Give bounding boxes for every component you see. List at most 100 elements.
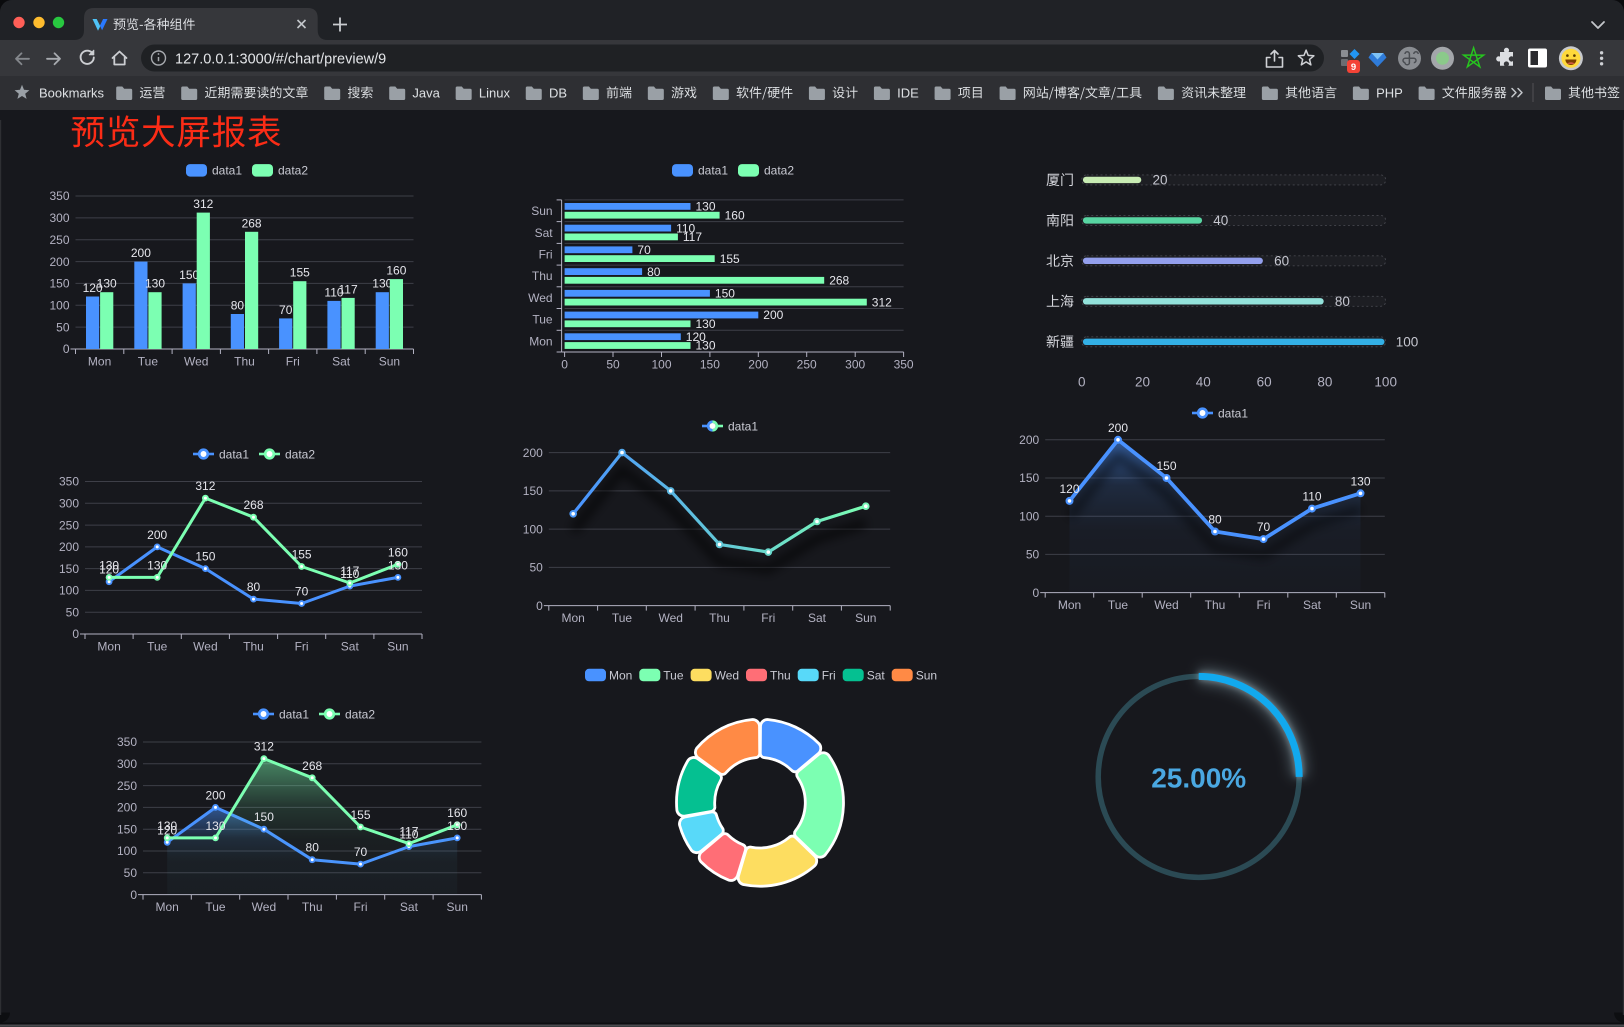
svg-text:data1: data1	[279, 707, 309, 721]
svg-text:130: 130	[372, 277, 392, 291]
svg-text:117: 117	[399, 825, 418, 839]
svg-text:130: 130	[696, 200, 716, 214]
svg-text:data1: data1	[212, 164, 242, 178]
svg-text:120: 120	[99, 563, 119, 577]
svg-text:120: 120	[157, 823, 177, 837]
svg-text:150: 150	[49, 277, 69, 291]
svg-text:200: 200	[523, 446, 543, 460]
svg-text:Fri: Fri	[286, 355, 300, 369]
svg-text:130: 130	[97, 277, 117, 291]
svg-text:250: 250	[59, 518, 79, 532]
svg-text:60: 60	[1274, 253, 1289, 268]
svg-text:Sat: Sat	[808, 611, 827, 625]
svg-text:50: 50	[529, 561, 543, 575]
svg-text:268: 268	[829, 274, 849, 288]
svg-text:Thu: Thu	[709, 611, 730, 625]
svg-text:100: 100	[117, 844, 137, 858]
svg-text:Mon: Mon	[156, 900, 179, 914]
svg-text:40: 40	[1213, 213, 1228, 228]
svg-text:Fri: Fri	[822, 668, 836, 682]
svg-text:Fri: Fri	[1257, 598, 1271, 612]
svg-text:Mon: Mon	[609, 668, 632, 682]
svg-text:100: 100	[651, 358, 671, 372]
svg-text:Sat: Sat	[1303, 598, 1322, 612]
svg-text:130: 130	[205, 819, 225, 833]
svg-text:312: 312	[872, 295, 892, 309]
svg-text:268: 268	[243, 498, 263, 512]
svg-text:70: 70	[637, 243, 651, 257]
svg-text:Thu: Thu	[770, 668, 791, 682]
svg-text:0: 0	[536, 599, 543, 613]
svg-text:200: 200	[59, 540, 79, 554]
svg-text:Tue: Tue	[138, 355, 159, 369]
svg-text:PHP: PHP	[1376, 85, 1403, 100]
svg-text:160: 160	[447, 806, 467, 820]
svg-text:70: 70	[279, 303, 293, 317]
svg-text:Wed: Wed	[715, 668, 739, 682]
svg-text:Sun: Sun	[1350, 598, 1371, 612]
svg-text:Tue: Tue	[532, 313, 553, 327]
svg-text:70: 70	[295, 585, 309, 599]
svg-text:110: 110	[399, 828, 418, 842]
svg-text:150: 150	[1019, 471, 1039, 485]
svg-text:155: 155	[292, 548, 312, 562]
svg-text:110: 110	[676, 221, 695, 235]
svg-text:Tue: Tue	[205, 900, 226, 914]
svg-text:300: 300	[117, 757, 137, 771]
svg-text:Wed: Wed	[1154, 598, 1178, 612]
svg-text:130: 130	[145, 277, 165, 291]
svg-text:100: 100	[59, 584, 79, 598]
svg-text:350: 350	[117, 735, 137, 749]
svg-text:Tue: Tue	[1108, 598, 1129, 612]
svg-text:Tue: Tue	[147, 640, 168, 654]
svg-text:Mon: Mon	[1058, 598, 1081, 612]
svg-text:80: 80	[231, 299, 245, 313]
svg-text:0: 0	[130, 888, 137, 902]
svg-text:Java: Java	[412, 85, 440, 100]
svg-text:IDE: IDE	[897, 85, 919, 100]
svg-text:100: 100	[1374, 375, 1397, 390]
svg-text:117: 117	[683, 230, 702, 244]
svg-text:130: 130	[157, 819, 177, 833]
svg-text:60: 60	[1257, 375, 1272, 390]
svg-text:100: 100	[1396, 334, 1419, 349]
svg-text:312: 312	[193, 197, 213, 211]
svg-text:9: 9	[1351, 62, 1356, 73]
svg-text:200: 200	[147, 528, 167, 542]
svg-text:50: 50	[606, 358, 620, 372]
svg-text:50: 50	[56, 320, 70, 334]
svg-text:110: 110	[340, 567, 359, 581]
svg-text:data1: data1	[219, 447, 249, 461]
svg-text:Wed: Wed	[193, 640, 217, 654]
svg-text:50: 50	[124, 866, 138, 880]
svg-text:300: 300	[845, 358, 865, 372]
svg-text:data2: data2	[285, 447, 315, 461]
svg-text:155: 155	[720, 252, 740, 266]
svg-text:150: 150	[715, 287, 735, 301]
svg-text:Sat: Sat	[867, 668, 886, 682]
svg-text:130: 130	[696, 317, 716, 331]
svg-text:250: 250	[797, 358, 817, 372]
svg-text:117: 117	[339, 282, 358, 296]
svg-text:200: 200	[131, 246, 151, 260]
svg-text:25.00%: 25.00%	[1151, 762, 1246, 793]
svg-text:80: 80	[306, 841, 320, 855]
svg-text:300: 300	[59, 497, 79, 511]
svg-text:Thu: Thu	[243, 640, 264, 654]
svg-text:Thu: Thu	[1205, 598, 1226, 612]
svg-text:Sat: Sat	[535, 226, 554, 240]
svg-text:20: 20	[1153, 173, 1168, 188]
svg-text:160: 160	[386, 264, 406, 278]
svg-text:127.0.0.1:3000/#/chart/preview: 127.0.0.1:3000/#/chart/preview/9	[175, 51, 386, 67]
svg-text:130: 130	[696, 339, 716, 353]
svg-text:Sat: Sat	[332, 355, 351, 369]
svg-text:200: 200	[1019, 433, 1039, 447]
svg-text:70: 70	[1257, 520, 1271, 534]
svg-text:268: 268	[242, 216, 262, 230]
svg-text:Thu: Thu	[302, 900, 323, 914]
svg-text:160: 160	[725, 208, 745, 222]
svg-text:Fri: Fri	[354, 900, 368, 914]
svg-text:130: 130	[1350, 474, 1370, 488]
svg-text:100: 100	[1019, 509, 1039, 523]
svg-text:Sun: Sun	[387, 640, 408, 654]
